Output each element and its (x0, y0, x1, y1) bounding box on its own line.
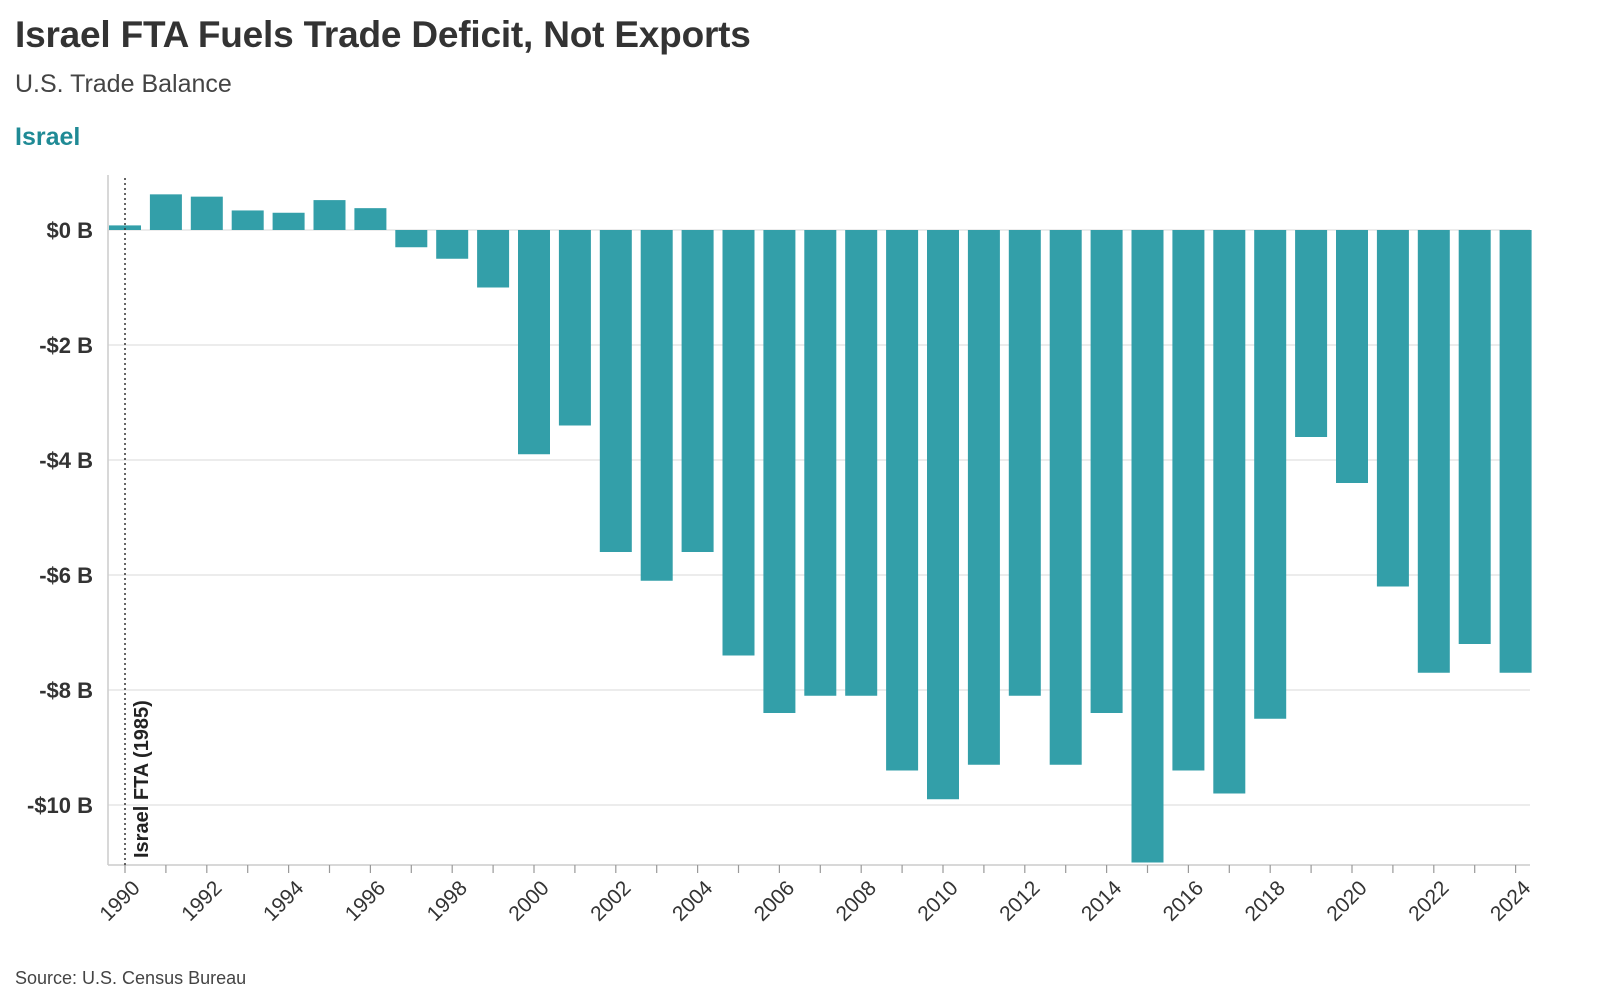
bar-2002 (599, 230, 632, 552)
y-tick-label: -$8 B (39, 678, 93, 703)
bar-2010 (927, 230, 959, 800)
bar-2016 (1172, 230, 1205, 771)
bar-2013 (1049, 230, 1082, 765)
bar-1993 (231, 210, 264, 230)
x-tick-label: 2010 (913, 876, 962, 925)
annotations: Israel FTA (1985) (124, 178, 153, 865)
x-tick-label: 2002 (586, 876, 635, 925)
bar-2024 (1499, 230, 1532, 673)
x-tick-label: 2014 (1077, 876, 1127, 926)
x-tick-label: 2018 (1241, 876, 1290, 925)
x-tick-label: 1996 (341, 876, 390, 925)
bar-1999 (477, 230, 510, 288)
bar-2012 (1008, 230, 1041, 696)
y-tick-label: -$10 B (27, 793, 93, 818)
bar-2015 (1131, 230, 1164, 863)
bar-1990 (109, 225, 141, 230)
bar-2020 (1336, 230, 1368, 483)
bar-2008 (845, 230, 878, 696)
y-tick-label: $0 B (47, 218, 93, 243)
bar-1997 (395, 230, 428, 248)
y-tick-label: -$4 B (39, 448, 93, 473)
bar-1991 (149, 194, 182, 230)
bar-2003 (640, 230, 673, 581)
source-note: Source: U.S. Census Bureau (15, 968, 247, 988)
bar-2007 (804, 230, 837, 696)
bar-2011 (967, 230, 1000, 765)
bar-2009 (886, 230, 919, 771)
bar-1998 (436, 230, 469, 259)
x-tick-label: 1994 (259, 876, 309, 926)
bar-1996 (354, 208, 387, 230)
x-tick-label: 2006 (750, 876, 799, 925)
x-tick-label: 1990 (95, 876, 144, 925)
y-tick-label: -$6 B (39, 563, 93, 588)
bar-2000 (518, 230, 550, 455)
chart-title: Israel FTA Fuels Trade Deficit, Not Expo… (15, 14, 751, 55)
bars (109, 194, 1532, 863)
bar-2021 (1376, 230, 1409, 587)
x-tick-label: 2008 (832, 876, 881, 925)
chart-subtitle: U.S. Trade Balance (15, 70, 232, 98)
bar-2022 (1417, 230, 1450, 673)
y-tick-label: -$2 B (39, 333, 93, 358)
bar-2019 (1295, 230, 1328, 437)
x-tick-label: 1998 (423, 876, 472, 925)
x-tick-label: 2022 (1404, 876, 1453, 925)
bar-2006 (763, 230, 796, 713)
bar-2001 (558, 230, 591, 426)
x-tick-label: 2020 (1322, 876, 1371, 925)
x-tick-label: 2024 (1486, 876, 1536, 926)
x-tick-label: 2016 (1159, 876, 1208, 925)
bar-2004 (681, 230, 714, 552)
x-tick-label: 2000 (504, 876, 553, 925)
x-tick-label: 2004 (668, 876, 718, 926)
bar-2018 (1254, 230, 1287, 719)
bar-2014 (1090, 230, 1123, 713)
bar-2005 (722, 230, 755, 656)
bar-2023 (1458, 230, 1491, 644)
bar-2017 (1213, 230, 1246, 794)
bar-1992 (190, 196, 223, 230)
series-label: Israel (15, 123, 81, 151)
x-tick-label: 2012 (995, 876, 1044, 925)
fta-annotation-label: Israel FTA (1985) (131, 700, 153, 858)
x-tick-label: 1992 (177, 876, 226, 925)
bar-1994 (272, 212, 305, 230)
bar-1995 (313, 200, 346, 230)
